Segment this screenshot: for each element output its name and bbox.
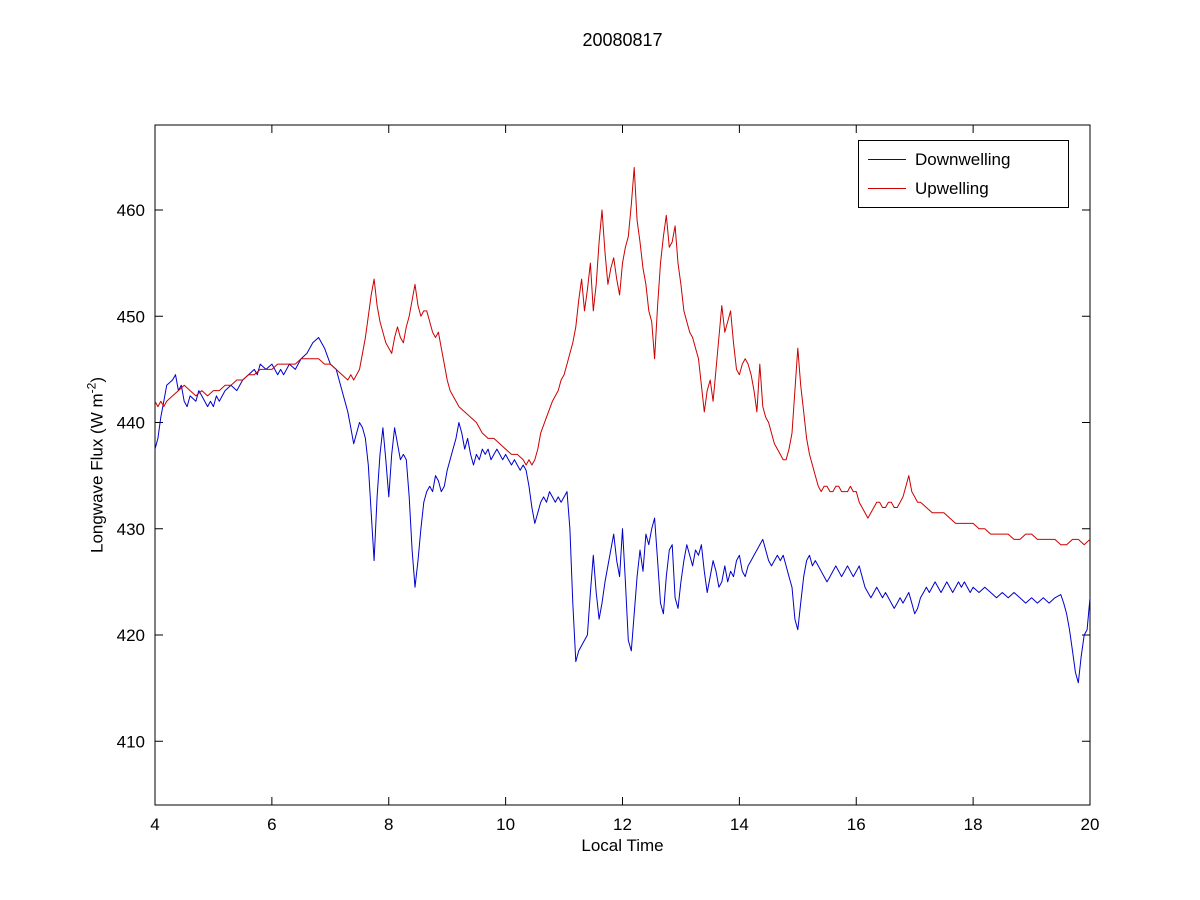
y-tick-label: 430 [117, 520, 145, 539]
y-tick-label: 420 [117, 626, 145, 645]
y-tick-label: 450 [117, 307, 145, 326]
y-axis-label-text: Longwave Flux (W m [87, 393, 107, 554]
legend-line-sample-downwelling [868, 159, 906, 160]
x-axis-label: Local Time [581, 836, 664, 855]
upwelling-line [154, 167, 1091, 546]
legend-label-downwelling: Downwelling [915, 150, 1011, 169]
x-tick-label: 12 [613, 815, 632, 834]
x-tick-label: 18 [964, 815, 983, 834]
axes-box [154, 124, 1091, 806]
x-tick-label: 4 [150, 815, 159, 834]
x-tick-label: 10 [496, 815, 515, 834]
y-tick-label: 440 [117, 414, 145, 433]
x-tick-label: 16 [847, 815, 866, 834]
legend-entry-upwelling: Upwelling [868, 180, 1058, 197]
y-axis-label-superscript: -2 [84, 382, 99, 394]
x-tick-label: 6 [267, 815, 276, 834]
y-tick-label: 410 [117, 732, 145, 751]
legend-entry-downwelling: Downwelling [868, 151, 1058, 168]
legend-box: Downwelling Upwelling [858, 140, 1069, 208]
x-tick-label: 14 [730, 815, 749, 834]
x-tick-label: 8 [384, 815, 393, 834]
x-tick-label: 20 [1081, 815, 1100, 834]
legend-label-upwelling: Upwelling [915, 179, 989, 198]
downwelling-line [154, 337, 1091, 684]
legend-line-sample-upwelling [868, 188, 906, 189]
chart-title: 20080817 [582, 30, 663, 50]
y-axis-label-suffix: ) [87, 376, 107, 383]
y-axis-label: Longwave Flux (W m-2) [85, 377, 108, 553]
y-tick-label: 460 [117, 201, 145, 220]
